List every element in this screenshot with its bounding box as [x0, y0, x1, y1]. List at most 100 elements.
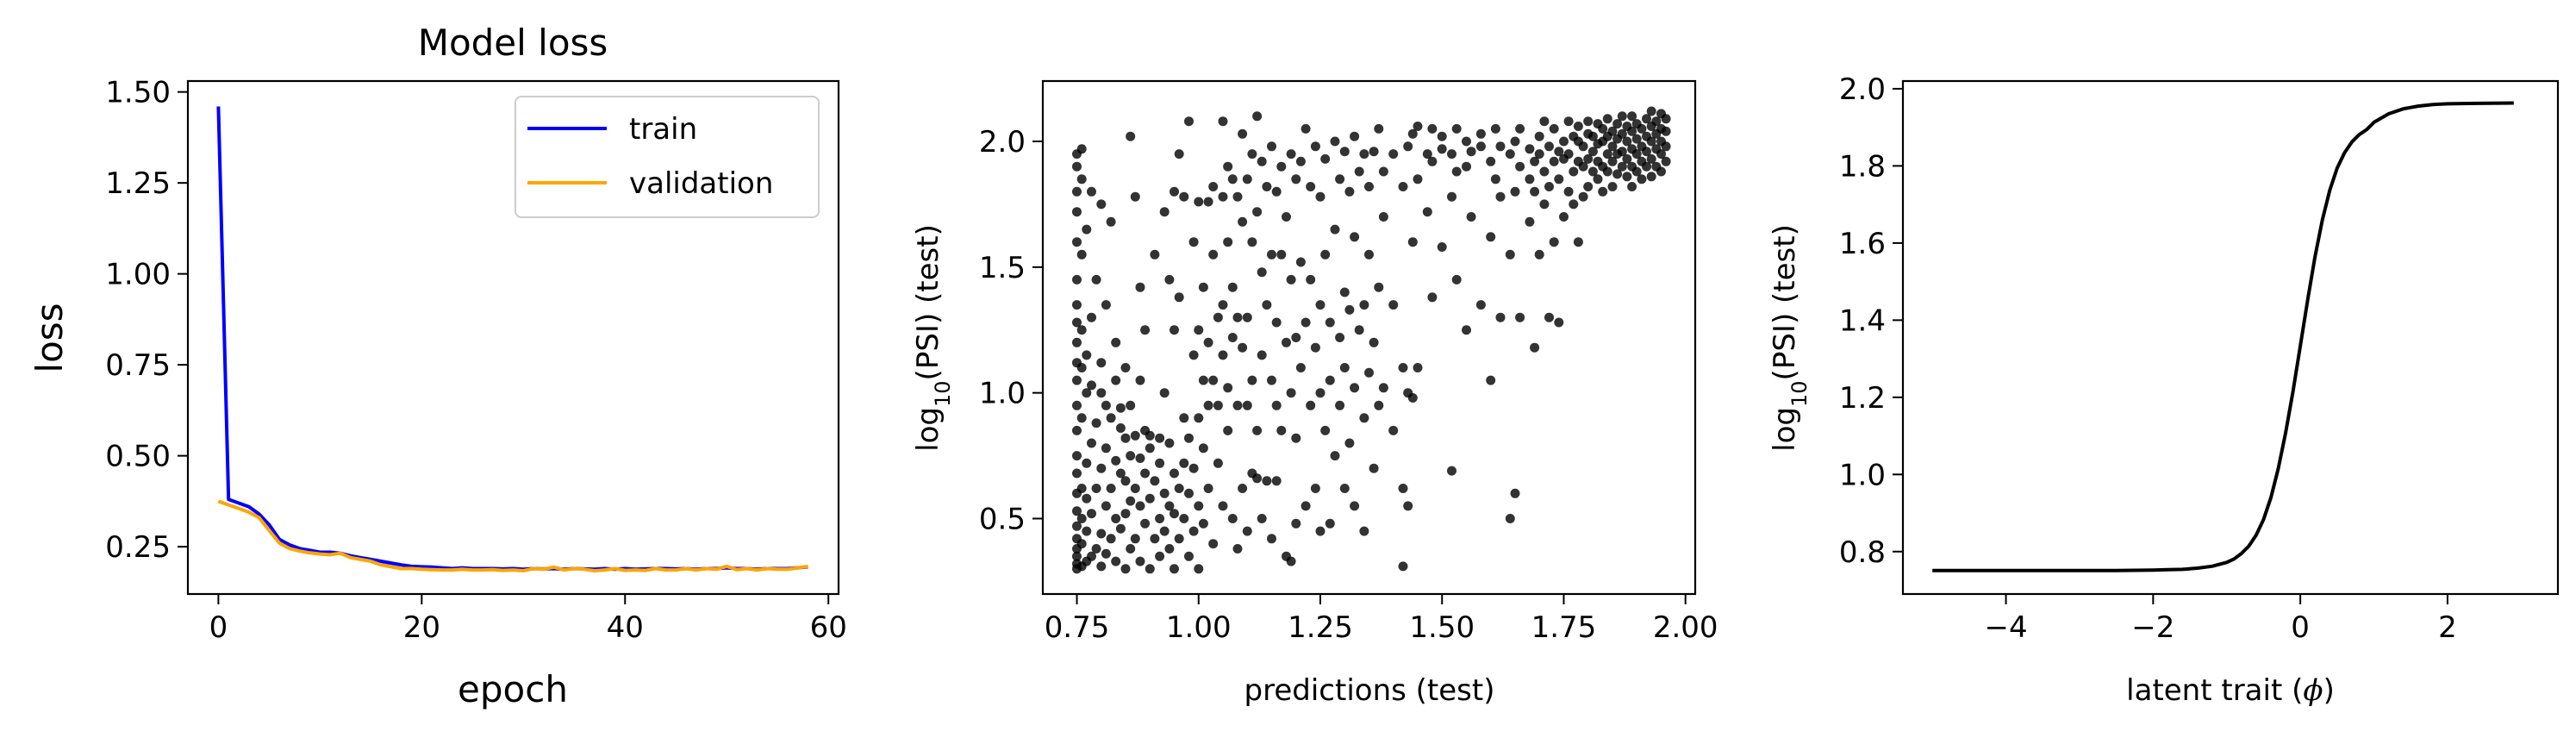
chart3-frame [1901, 79, 2560, 596]
scatter-point [1515, 161, 1525, 172]
scatter-point [1490, 123, 1500, 134]
x-tick-label: −2 [2131, 610, 2174, 645]
scatter-point [1096, 199, 1107, 210]
scatter-point [1325, 317, 1335, 328]
scatter-point [1169, 564, 1179, 574]
scatter-point [1583, 182, 1594, 191]
scatter-point [1563, 149, 1574, 159]
scatter-point [1359, 526, 1369, 536]
chart3-axes: −4 −2 0 2 0.8 1.0 1.2 1.4 1.6 1.8 2.0 [1839, 72, 2457, 645]
scatter-point [1350, 383, 1360, 393]
scatter-point [1184, 433, 1194, 443]
scatter-point [1359, 413, 1369, 423]
scatter-point [1188, 526, 1199, 536]
scatter-point [1145, 443, 1155, 453]
scatter-point [1179, 514, 1189, 523]
scatter-point [1271, 186, 1282, 197]
scatter-point [1213, 312, 1223, 322]
scatter-point [1082, 350, 1092, 360]
scatter-point [1534, 249, 1544, 260]
scatter-point [1354, 325, 1364, 335]
scatter-point [1238, 128, 1248, 139]
scatter-point [1076, 413, 1087, 423]
scatter-point [1403, 141, 1413, 152]
scatter-point [1607, 182, 1618, 191]
scatter-point [1096, 528, 1107, 539]
x-tick-label: −4 [1984, 610, 2027, 645]
scatter-point [1194, 325, 1204, 335]
scatter-point [1072, 237, 1082, 247]
chart1-frame [186, 79, 840, 596]
x-tick-label: 1.00 [1166, 610, 1232, 645]
scatter-point [1554, 174, 1564, 184]
chart2-axes: 0.75 1.00 1.25 1.50 1.75 2.00 0.5 1.0 1.5 2.0 [979, 125, 1718, 645]
scatter-point [1072, 375, 1082, 385]
scatter-point [1602, 166, 1612, 177]
scatter-point [1462, 136, 1471, 147]
scatter-point [1661, 141, 1671, 152]
scatter-point [1344, 304, 1355, 315]
scatter-point [1637, 123, 1647, 134]
chart2-ylabel-log: log [911, 407, 945, 452]
scatter-point [1238, 342, 1248, 353]
scatter-point [1194, 413, 1204, 423]
scatter-point [1422, 207, 1432, 217]
scatter-point [1291, 433, 1301, 443]
scatter-point [1310, 342, 1320, 353]
scatter-point [1510, 186, 1520, 197]
scatter-point [1642, 114, 1651, 124]
scatter-point [1227, 174, 1238, 184]
y-tick-label: 1.8 [1839, 149, 1886, 184]
scatter-point [1194, 197, 1204, 207]
scatter-point [1169, 186, 1179, 197]
scatter-point [1569, 166, 1579, 177]
scatter-point [1602, 114, 1612, 124]
scatter-point [1072, 468, 1082, 478]
scatter-point [1223, 425, 1233, 435]
scatter-point [1569, 199, 1579, 210]
scatter-point [1398, 561, 1408, 572]
scatter-point [1413, 174, 1423, 184]
scatter-point [1364, 182, 1374, 191]
scatter-point [1135, 556, 1145, 566]
series-line-validation [217, 499, 808, 572]
scatter-point [1271, 476, 1282, 486]
scatter-point [1587, 131, 1598, 141]
scatter-point [1407, 128, 1418, 139]
scatter-point [1232, 312, 1243, 322]
scatter-point [1126, 451, 1136, 461]
scatter-point [1257, 350, 1267, 360]
scatter-point [1276, 249, 1287, 260]
scatter-point [1627, 182, 1637, 191]
scatter-point [1427, 123, 1438, 134]
scatter-point [1252, 473, 1263, 484]
scatter-point [1111, 455, 1121, 466]
scatter-point [1218, 501, 1228, 511]
x-tick-label: 0.75 [1045, 610, 1110, 645]
scatter-point [1164, 274, 1175, 285]
scatter-point [1242, 174, 1252, 184]
scatter-point [1315, 191, 1325, 202]
scatter-point [1325, 518, 1335, 528]
scatter-point [1203, 337, 1213, 347]
y-tick-label: 1.5 [979, 251, 1026, 285]
scatter-point [1398, 363, 1408, 372]
chart1-xlabel: epoch [458, 668, 568, 710]
scatter-point [1530, 186, 1540, 197]
scatter-point [1486, 232, 1496, 242]
x-tick-label: 1.50 [1409, 610, 1475, 645]
scatter-point [1257, 267, 1267, 278]
chart3-ylabel-sub: 10 [1787, 380, 1812, 407]
scatter-point [1530, 156, 1540, 166]
scatter-point [1076, 249, 1087, 260]
scatter-point [1466, 147, 1476, 157]
scatter-point [1656, 166, 1666, 177]
chart1-ylabel: loss [28, 303, 71, 372]
scatter-point [1374, 123, 1384, 134]
scatter-point [1184, 488, 1194, 498]
y-tick-label: 1.00 [105, 258, 171, 292]
scatter-point [1238, 216, 1248, 227]
scatter-point [1291, 518, 1301, 528]
scatter-point [1087, 186, 1096, 197]
scatter-point [1115, 403, 1126, 413]
